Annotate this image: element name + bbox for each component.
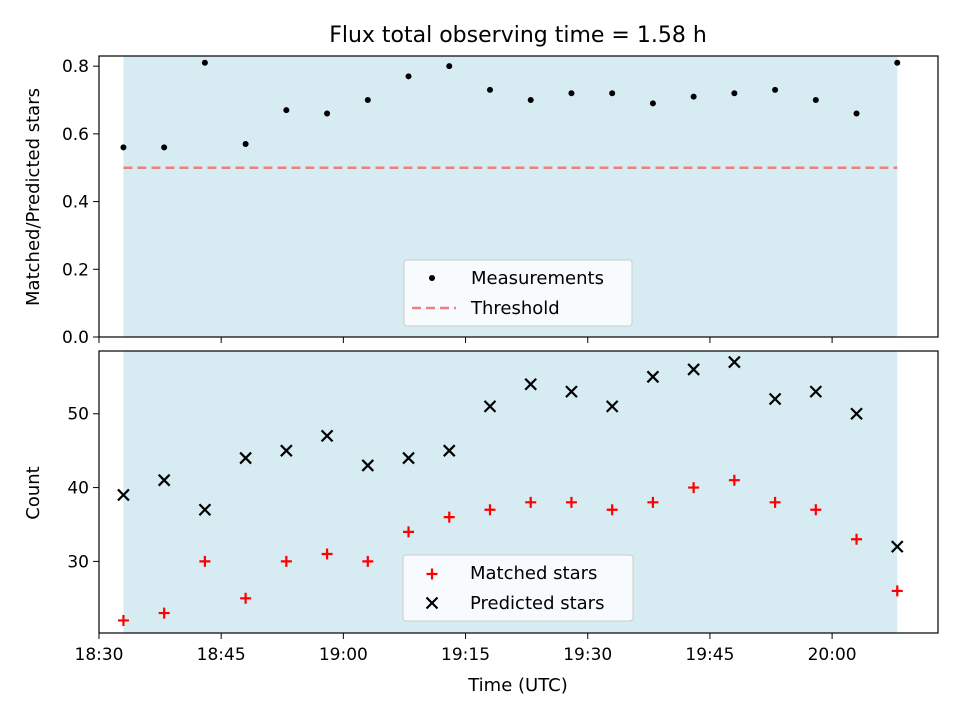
top-plot-frame [98,55,939,338]
measurement-point [853,110,860,117]
matched-star-point [199,555,211,567]
matched-star-point [117,614,129,626]
top-y-tick-label: 0.0 [62,328,89,348]
matched-star-point [810,504,822,516]
measurement-point [731,90,738,97]
predicted-star-point [320,429,334,443]
matched-star-point [688,482,700,494]
matched-star-point [606,504,618,516]
predicted-star-point [361,459,375,472]
bottom-y-tick-label: 40 [67,479,89,499]
bottom-y-axis-label: Count [23,466,44,519]
predicted-star-point [565,385,578,398]
matched-star-point [728,474,740,486]
predicted-star-point [280,444,293,457]
matched-star-point [565,496,577,508]
predicted-star-point [483,400,497,413]
predicted-star-point [117,488,130,502]
matched-star-point [851,533,863,545]
matched-star-point [891,585,903,597]
measurement-point [446,63,453,70]
measurement-point [405,73,412,80]
measurement-point [609,90,616,97]
predicted-star-point [442,444,456,457]
bottom-x-tick-label: 19:15 [441,645,490,665]
measurement-point [324,110,331,117]
matched-star-point [525,496,537,508]
matched-star-point [321,548,333,560]
bottom-panel: 30 40 50 18:30 18:45 19:00 19:15 19:30 19:45 20:0… [67,350,939,665]
bottom-x-tick-label: 18:45 [197,645,246,665]
legend-matched-marker [426,568,438,580]
predicted-star-point [605,400,619,413]
measurement-point [812,97,819,104]
predicted-star-point [524,377,537,391]
measurement-point [894,59,901,66]
predicted-star-point [402,451,415,465]
measurement-point [201,59,208,66]
matched-star-point [158,607,170,619]
matched-star-point [240,592,252,604]
matched-star-point [403,526,415,538]
matched-star-point [769,496,781,508]
bottom-y-tick-label: 30 [67,552,89,572]
predicted-star-point [687,363,700,376]
top-legend: Measurements Threshold [403,259,633,327]
chart-title: Flux total observing time = 1.58 h [329,23,707,48]
matched-star-point [280,555,292,567]
bottom-legend-box [402,554,634,622]
predicted-star-point [239,451,252,465]
measurement-point [242,141,249,148]
predicted-star-point [809,385,823,398]
measurement-point [568,90,575,97]
predicted-star-point [768,392,782,406]
legend-measurement-marker [429,275,435,281]
measurement-point [772,86,779,93]
x-axis-label: Time (UTC) [467,675,568,696]
top-y-tick-label: 0.2 [62,260,89,280]
top-panel: 0.0 0.2 0.4 0.6 0.8 Measurements Threshold [62,55,939,348]
legend-predicted-label: Predicted stars [470,593,604,614]
top-y-tick-label: 0.4 [62,193,89,213]
top-y-tick-label: 0.8 [62,57,89,77]
measurement-point [283,107,290,114]
top-y-axis-label: Matched/Predicted stars [23,88,44,306]
measurement-point [690,93,697,100]
bottom-plot-frame [98,350,939,634]
predicted-star-point [198,503,212,516]
measurement-point [120,144,127,151]
top-y-tick-label: 0.6 [62,125,89,145]
bottom-x-tick-label: 19:30 [563,645,612,665]
bottom-x-tick-label: 20:00 [808,645,857,665]
bottom-x-tick-label: 19:00 [319,645,368,665]
bottom-x-tick-label: 18:30 [75,645,124,665]
measurement-point [649,100,656,107]
matched-star-point [647,496,659,508]
predicted-star-point [890,540,904,553]
measurement-point [486,86,493,93]
bottom-y-tick-label: 50 [67,405,89,425]
predicted-star-point [728,355,741,369]
legend-measurements-label: Measurements [471,268,604,289]
legend-threshold-label: Threshold [470,298,560,319]
predicted-star-point [157,473,171,487]
measurement-point [527,97,534,104]
matched-star-point [443,511,455,523]
legend-predicted-marker [425,596,439,610]
top-legend-box [403,259,633,327]
predicted-star-point [850,407,863,421]
bottom-legend: Matched stars Predicted stars [402,554,634,622]
matched-star-point [484,504,496,516]
measurement-point [161,144,168,151]
matched-star-point [362,555,374,567]
legend-matched-label: Matched stars [470,563,597,584]
measurement-point [364,97,371,104]
predicted-star-point [646,370,660,384]
bottom-x-tick-label: 19:45 [685,645,734,665]
